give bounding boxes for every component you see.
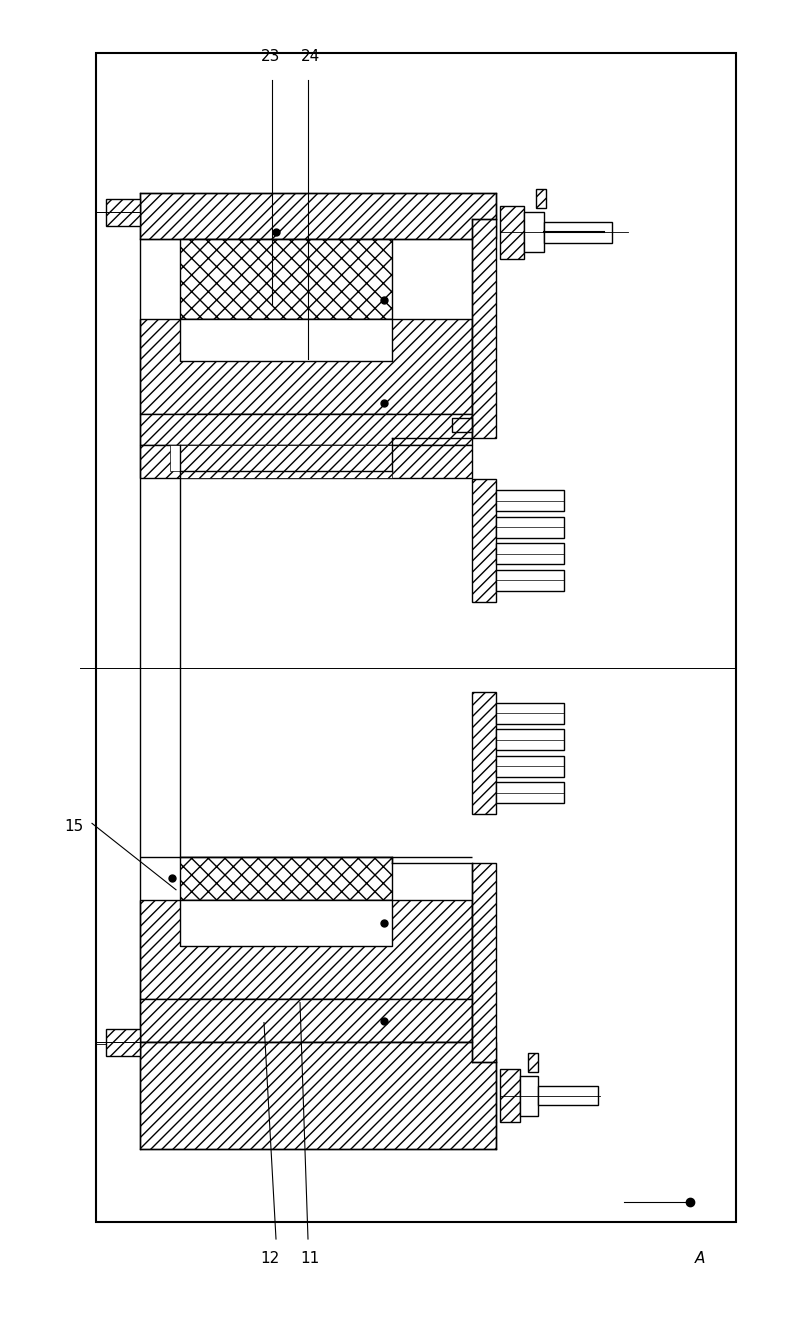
Text: 11: 11 [301,1251,320,1266]
Bar [472,479,496,602]
Bar [496,570,564,591]
Bar [170,445,180,471]
Bar [180,900,392,946]
Bar [496,703,564,724]
Bar [140,319,472,414]
Bar [496,543,564,564]
Bar [96,53,736,1222]
Text: 15: 15 [64,818,83,834]
Bar [496,729,564,750]
Bar [180,414,392,445]
Bar [472,219,496,438]
Bar [472,692,496,814]
Bar [496,490,564,511]
Bar [180,999,392,1042]
Bar [544,222,612,243]
Bar [472,863,496,1062]
Bar [140,445,472,478]
Text: 12: 12 [261,1251,280,1266]
Bar [140,414,472,445]
Bar [180,445,392,478]
Bar [536,189,546,208]
Text: A: A [695,1251,705,1266]
Bar [106,199,140,226]
Bar [496,756,564,777]
Bar [140,193,496,239]
Bar [452,418,472,432]
Bar [520,1076,538,1116]
Bar [180,319,392,361]
Bar [140,1042,496,1149]
Bar [140,999,472,1042]
Bar [496,517,564,538]
Bar [528,1053,538,1072]
Bar [140,900,472,999]
Bar [500,1069,520,1122]
Bar [524,212,544,252]
Text: 23: 23 [261,49,280,64]
Bar [496,782,564,803]
Bar [538,1086,598,1105]
Text: 24: 24 [301,49,320,64]
Bar [180,857,392,900]
Bar [106,1029,140,1056]
Bar [500,206,524,259]
Bar [180,239,392,319]
